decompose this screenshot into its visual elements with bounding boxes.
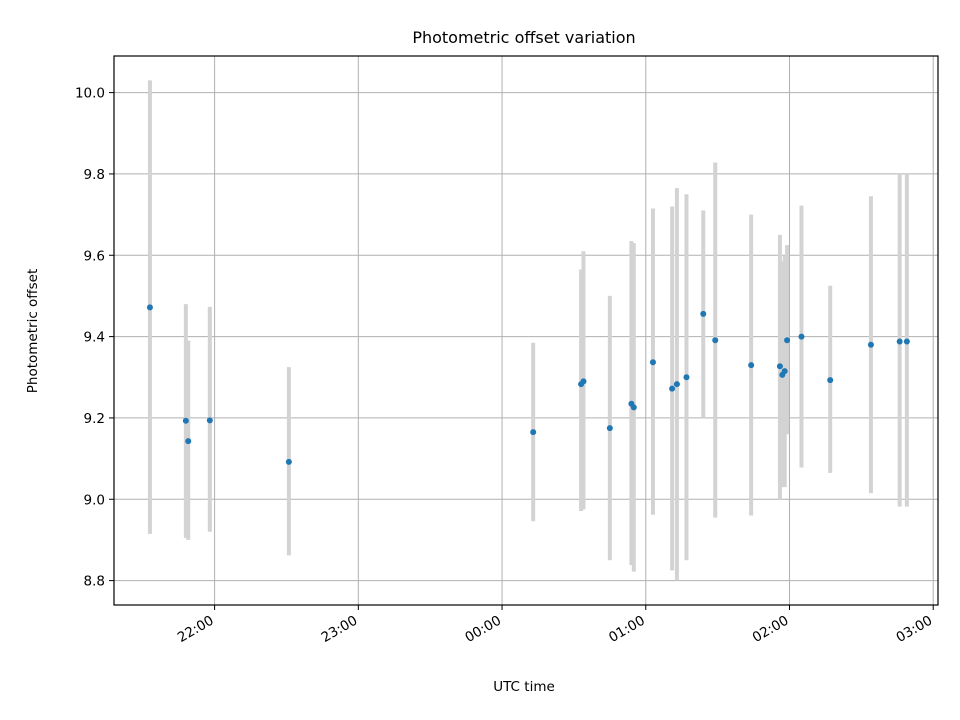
y-tick-label: 9.8 xyxy=(84,167,105,183)
data-point xyxy=(530,429,537,436)
data-point xyxy=(712,337,719,344)
data-point xyxy=(649,359,656,366)
y-tick-label: 9.0 xyxy=(84,492,105,508)
y-tick-label: 9.6 xyxy=(84,248,105,264)
data-point xyxy=(748,362,755,369)
data-point xyxy=(784,337,791,344)
data-point xyxy=(146,304,153,311)
plot-area xyxy=(114,56,938,605)
data-point xyxy=(776,363,783,370)
y-tick-label: 10.0 xyxy=(75,86,105,102)
data-point xyxy=(673,381,680,388)
y-tick-label: 9.4 xyxy=(84,330,105,346)
y-axis-ticks: 8.8 9.0 9.2 9.4 9.6 9.8 10.0 xyxy=(75,86,114,590)
data-point xyxy=(700,310,707,317)
y-tick-label: 8.8 xyxy=(84,574,105,590)
data-point xyxy=(827,377,834,384)
data-points xyxy=(146,304,910,465)
data-point xyxy=(781,368,788,375)
data-point xyxy=(630,404,637,411)
x-axis-ticks: 22:00 23:00 00:00 01:00 02:00 03:00 xyxy=(175,605,935,646)
chart-title: Photometric offset variation xyxy=(412,28,635,47)
data-point xyxy=(285,458,292,465)
x-axis-label: UTC time xyxy=(493,679,555,695)
data-point xyxy=(798,333,805,340)
plot-frame xyxy=(113,55,939,606)
data-point xyxy=(206,417,213,424)
y-tick-label: 9.2 xyxy=(84,411,105,427)
data-point xyxy=(867,341,874,348)
data-point xyxy=(683,374,690,381)
data-point xyxy=(903,338,910,345)
data-point xyxy=(185,438,192,445)
y-axis-label: Photometric offset xyxy=(25,269,41,393)
data-point xyxy=(896,338,903,345)
data-point xyxy=(580,378,587,385)
data-point xyxy=(182,417,189,424)
data-point xyxy=(669,385,676,392)
data-point xyxy=(606,425,613,432)
